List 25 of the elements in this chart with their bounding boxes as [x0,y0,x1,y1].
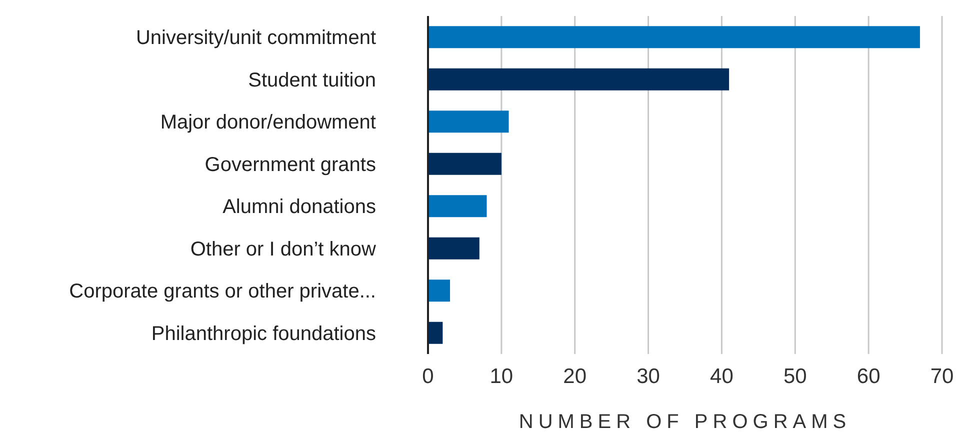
x-tick-label: 30 [636,364,660,388]
x-tick-label: 40 [710,364,734,388]
y-tick-label: Major donor/endowment [160,112,376,134]
x-tick-label: 10 [490,364,514,388]
bar [428,152,502,175]
bar [428,280,450,302]
bar [428,26,920,48]
x-tick-label: 20 [563,364,587,388]
y-tick-label: Alumni donations [222,196,376,218]
y-tick-label: Corporate grants or other private... [69,280,376,303]
bar [428,237,480,260]
y-tick-label: University/unit commitment [136,27,376,50]
y-tick-label: Student tuition [248,69,376,92]
x-tick-label: 60 [856,364,880,388]
y-tick-label: Philanthropic foundations [151,322,376,345]
bar [428,68,730,90]
y-tick-label: Other or I don’t know [190,238,377,260]
x-axis-title: NUMBER OF PROGRAMS [518,411,852,433]
x-tick-label: 50 [783,364,807,388]
y-tick-label: Government grants [204,154,376,176]
bar [428,322,443,344]
x-tick-label: 70 [930,364,954,388]
x-tick-label: 0 [422,364,434,388]
bar [428,110,509,133]
bar [428,195,487,218]
